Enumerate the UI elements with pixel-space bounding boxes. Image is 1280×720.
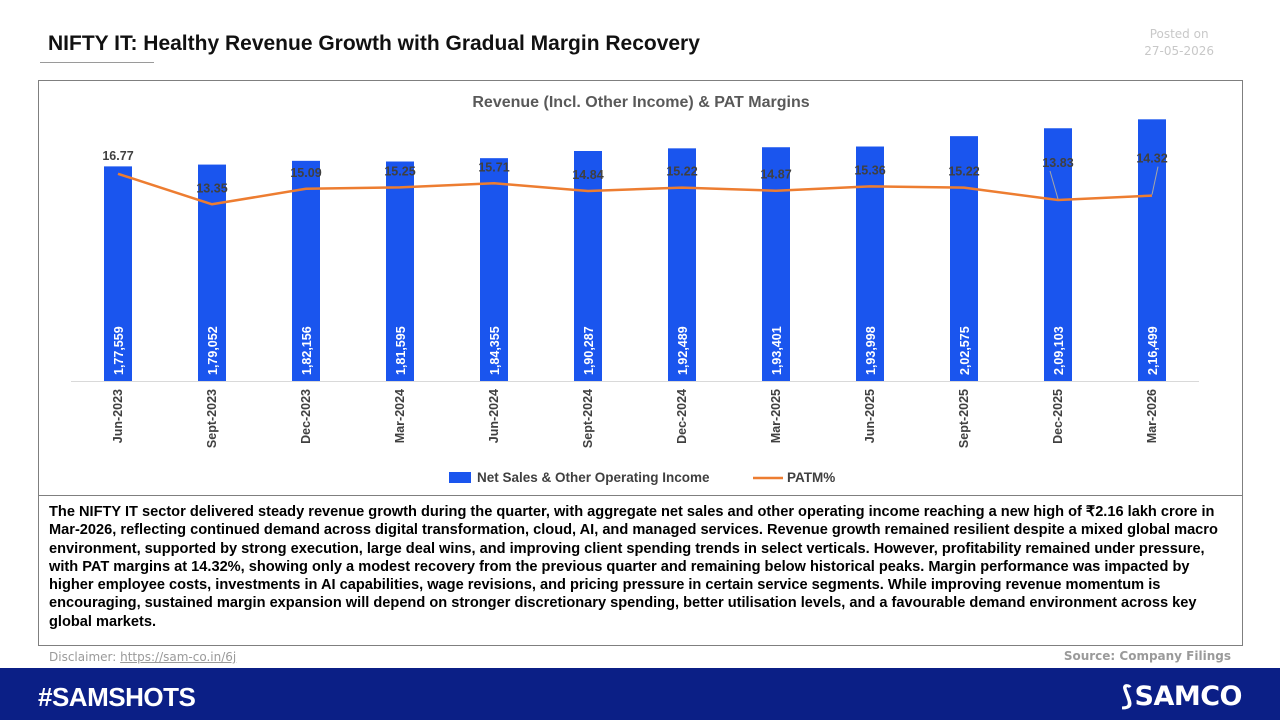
x-tick-6: Dec-2024 <box>675 389 689 444</box>
title-underline <box>40 62 154 63</box>
line-label-7: 14.87 <box>760 168 791 182</box>
source-note: Source: Company Filings <box>1063 649 1231 663</box>
x-tick-5: Sept-2024 <box>581 389 595 448</box>
x-tick-1: Sept-2023 <box>205 389 219 448</box>
posted-date: 27-05-2026 <box>1144 44 1214 58</box>
bar-label-1: 1,79,052 <box>206 326 220 375</box>
bar-label-9: 2,02,575 <box>958 326 972 375</box>
posted-on: Posted on 27-05-2026 <box>1144 26 1214 60</box>
chart-title: Revenue (Incl. Other Income) & PAT Margi… <box>472 94 809 111</box>
bar-label-10: 2,09,103 <box>1052 326 1066 375</box>
bar-3 <box>386 161 414 381</box>
legend-bar-label: Net Sales & Other Operating Income <box>477 470 710 485</box>
line-label-11: 14.32 <box>1136 152 1167 166</box>
bar-label-7: 1,93,401 <box>770 326 784 375</box>
posted-label: Posted on <box>1149 27 1209 41</box>
samco-logo-icon: ⟆ <box>1120 681 1133 712</box>
x-tick-4: Jun-2024 <box>487 389 501 443</box>
x-tick-11: Mar-2026 <box>1145 389 1159 443</box>
bar-10 <box>1044 128 1072 381</box>
x-tick-10: Dec-2025 <box>1051 389 1065 444</box>
line-label-5: 14.84 <box>572 168 603 182</box>
footer-bar: #SAMSHOTS ⟆SAMCO <box>0 668 1280 720</box>
description-text: The NIFTY IT sector delivered steady rev… <box>49 504 1218 630</box>
brand-logo: ⟆SAMCO <box>1120 681 1243 712</box>
leader-line-10 <box>1049 170 1059 200</box>
x-tick-3: Mar-2024 <box>393 389 407 443</box>
brand-name: SAMCO <box>1134 681 1243 712</box>
bar-9 <box>950 136 978 381</box>
x-tick-9: Sept-2025 <box>957 389 971 448</box>
bar-2 <box>292 160 320 381</box>
disclaimer-label: Disclaimer: <box>49 650 117 664</box>
x-tick-8: Jun-2025 <box>863 389 877 443</box>
page-title: NIFTY IT: Healthy Revenue Growth with Gr… <box>48 32 700 55</box>
disclaimer-link[interactable]: https://sam-co.in/6j <box>120 650 237 664</box>
description-panel: The NIFTY IT sector delivered steady rev… <box>38 495 1243 646</box>
x-tick-7: Mar-2025 <box>769 389 783 443</box>
line-label-10: 13.83 <box>1042 156 1073 170</box>
x-tick-0: Jun-2023 <box>111 389 125 443</box>
legend-line-label: PATM% <box>787 470 835 485</box>
bar-label-4: 1,84,355 <box>488 326 502 375</box>
bar-7 <box>762 147 790 381</box>
line-label-1: 13.35 <box>196 181 227 195</box>
line-label-4: 15.71 <box>478 160 509 174</box>
bar-11 <box>1138 119 1166 381</box>
line-label-6: 15.22 <box>666 165 697 179</box>
bar-label-5: 1,90,287 <box>582 326 596 375</box>
leader-line-11 <box>1151 166 1159 195</box>
bar-4 <box>480 158 508 381</box>
hashtag: #SAMSHOTS <box>38 682 196 712</box>
disclaimer: Disclaimer: https://sam-co.in/6j <box>49 650 236 664</box>
line-label-0: 16.77 <box>102 149 133 163</box>
line-label-8: 15.36 <box>854 163 885 177</box>
legend-bar-swatch <box>449 472 471 483</box>
line-label-2: 15.09 <box>290 166 321 180</box>
bar-label-6: 1,92,489 <box>676 326 690 375</box>
bar-label-11: 2,16,499 <box>1146 326 1160 375</box>
bar-label-8: 1,93,998 <box>864 326 878 375</box>
line-label-9: 15.22 <box>948 165 979 179</box>
bar-0 <box>104 166 132 381</box>
bar-label-2: 1,82,156 <box>300 326 314 375</box>
chart-panel: Revenue (Incl. Other Income) & PAT Margi… <box>38 80 1243 496</box>
bar-label-0: 1,77,559 <box>112 326 126 375</box>
revenue-patm-chart: Revenue (Incl. Other Income) & PAT Margi… <box>71 94 1199 485</box>
x-tick-2: Dec-2023 <box>299 389 313 444</box>
patm-line <box>117 172 1153 206</box>
line-label-3: 15.25 <box>384 164 415 178</box>
bar-label-3: 1,81,595 <box>394 326 408 375</box>
